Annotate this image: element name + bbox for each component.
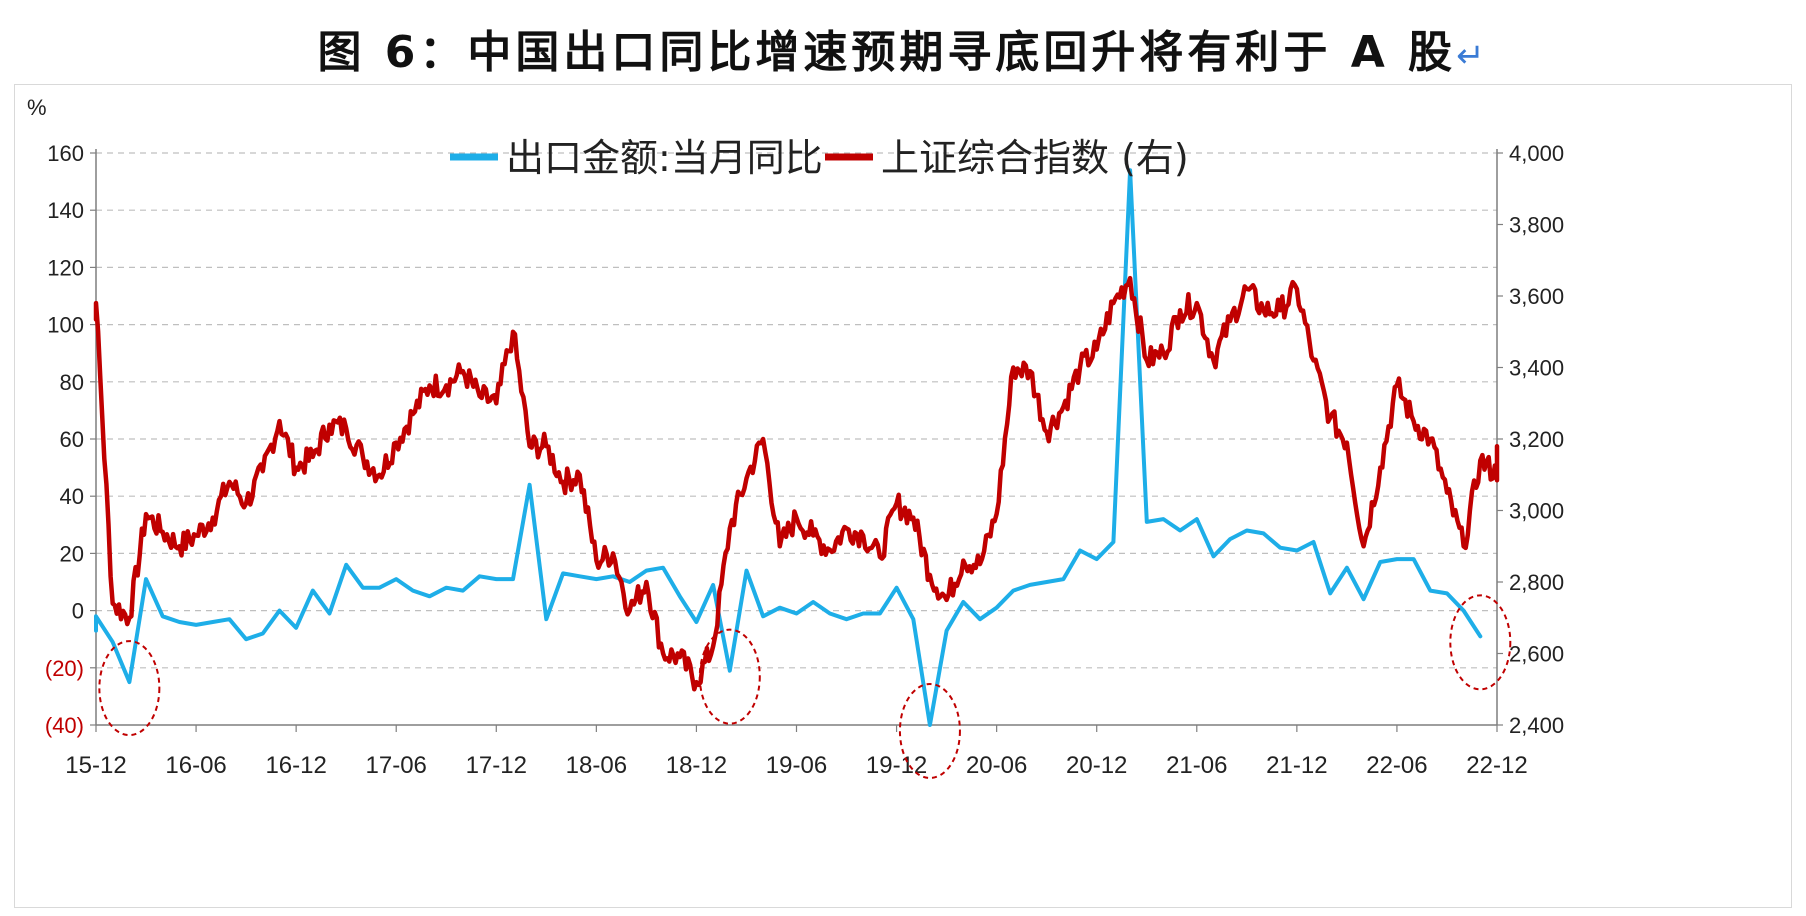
return-mark: ↵ — [1456, 36, 1489, 76]
highlight-circles — [98, 594, 1512, 779]
right-tick-label: 2,800 — [1509, 570, 1564, 595]
chart-frame: % 160 140 120 100 80 60 40 20 0 (20) (40) 4,000 3,80… — [14, 84, 1792, 908]
x-axis: 15-12 16-06 16-12 17-06 17-12 18-06 18-12 19-06… — [65, 724, 1528, 779]
x-tick-label: 21-12 — [1266, 752, 1327, 779]
right-axis: 4,000 3,800 3,600 3,400 3,200 3,000 2,800 2,600… — [1496, 141, 1564, 738]
grid-lines — [96, 152, 1497, 669]
chart-title: 图 6：中国出口同比增速预期寻底回升将有利于 A 股↵ — [0, 16, 1806, 80]
left-tick-label: 0 — [72, 599, 84, 624]
x-tick-label: 17-06 — [366, 752, 427, 779]
highlight-circle — [98, 640, 161, 737]
left-tick-label: 160 — [47, 141, 84, 166]
left-tick-label: 60 — [60, 427, 84, 452]
left-tick-label: 140 — [47, 198, 84, 223]
x-tick-label: 18-06 — [566, 752, 627, 779]
legend: 出口金额:当月同比 上证综合指数 (右) — [450, 136, 1189, 180]
x-tick-label: 19-06 — [766, 752, 827, 779]
left-axis: %160 140 120 100 80 60 40 20 0 (20) (40) — [27, 95, 97, 738]
left-tick-label: (20) — [45, 656, 84, 681]
right-tick-label: 2,600 — [1509, 642, 1564, 667]
right-tick-label: 2,400 — [1509, 713, 1564, 738]
right-tick-label: 4,000 — [1509, 141, 1564, 166]
x-tick-label: 16-12 — [265, 752, 326, 779]
highlight-circle — [898, 683, 961, 779]
series-lines — [93, 168, 1500, 727]
highlight-circle — [1449, 594, 1512, 691]
right-tick-label: 3,200 — [1509, 427, 1564, 452]
right-tick-label: 3,600 — [1509, 284, 1564, 309]
x-tick-label: 21-06 — [1166, 752, 1227, 779]
x-tick-label: 18-12 — [666, 752, 727, 779]
x-tick-label: 16-06 — [165, 752, 226, 779]
left-tick-label: (40) — [45, 713, 84, 738]
x-tick-label: 22-06 — [1366, 752, 1427, 779]
left-tick-label: 20 — [60, 541, 84, 566]
legend-label-index: 上证综合指数 (右) — [881, 136, 1189, 180]
right-tick-label: 3,400 — [1509, 356, 1564, 381]
x-tick-label: 17-12 — [466, 752, 527, 779]
x-tick-label: 20-12 — [1066, 752, 1127, 779]
right-tick-label: 3,000 — [1509, 499, 1564, 524]
chart-canvas: %160 140 120 100 80 60 40 20 0 (20) (40) 4,000 3,80… — [27, 95, 1564, 779]
left-tick-label: 100 — [47, 313, 84, 338]
left-axis-unit: % — [27, 95, 47, 120]
x-tick-label: 22-12 — [1466, 752, 1527, 779]
left-tick-label: 120 — [47, 255, 84, 280]
right-tick-label: 3,800 — [1509, 213, 1564, 238]
chart-title-text: 图 6：中国出口同比增速预期寻底回升将有利于 A 股 — [317, 27, 1457, 78]
left-tick-label: 80 — [60, 370, 84, 395]
highlight-circle — [698, 628, 761, 725]
left-tick-label: 40 — [60, 484, 84, 509]
x-tick-label: 15-12 — [65, 752, 126, 779]
series-line-export — [94, 168, 1483, 727]
series-line-index — [93, 275, 1500, 692]
x-tick-label: 20-06 — [966, 752, 1027, 779]
legend-label-export: 出口金额:当月同比 — [506, 136, 823, 180]
